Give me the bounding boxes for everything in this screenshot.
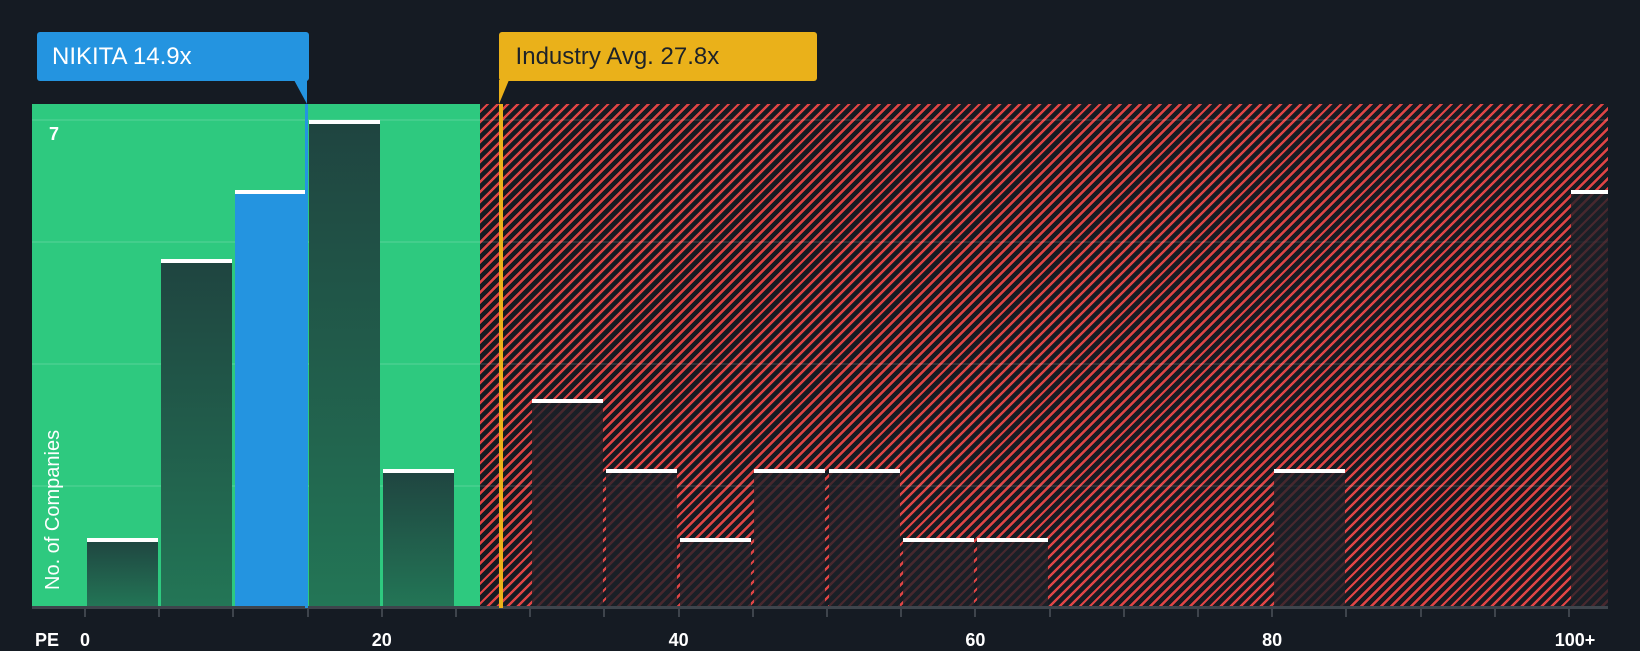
x-tick — [677, 608, 680, 617]
bar-cap — [828, 468, 900, 473]
x-tick-label: 80 — [1262, 630, 1283, 650]
x-tick — [1419, 608, 1422, 617]
histogram-bar — [160, 259, 232, 608]
bar-cap — [531, 398, 603, 403]
x-tick — [84, 608, 86, 617]
histogram-bar — [1273, 468, 1345, 608]
industry-avg-label: Industry Avg. 27.8x — [515, 43, 720, 70]
bar-cap — [309, 120, 381, 124]
subject-callout: NIKITA 14.9x — [37, 32, 310, 81]
histogram-bar — [383, 468, 455, 608]
x-tick — [900, 608, 903, 617]
bar-cap — [1273, 468, 1345, 473]
histogram-bar — [754, 468, 826, 608]
industry-avg-marker-line — [498, 104, 503, 608]
bar-cap — [86, 538, 158, 543]
subject-bin-bar — [234, 189, 307, 608]
bar-cap — [1570, 189, 1608, 194]
x-tick — [158, 608, 161, 617]
y-axis-label: No. of Companies — [42, 429, 64, 590]
histogram-bar — [531, 398, 603, 608]
x-tick — [529, 608, 532, 617]
bar-cap — [976, 538, 1049, 543]
x-tick — [1568, 608, 1570, 617]
histogram-bar — [605, 468, 678, 608]
x-tick — [1493, 608, 1496, 617]
x-tick-label: 60 — [965, 630, 986, 650]
x-tick — [232, 608, 235, 617]
x-axis-label: PE — [35, 630, 60, 650]
x-tick-label: 100+ — [1554, 630, 1596, 650]
x-tick-label: 20 — [371, 630, 392, 650]
bar-cap — [605, 468, 678, 473]
x-tick — [1271, 608, 1274, 617]
histogram-bar — [976, 538, 1049, 608]
x-tick — [455, 608, 457, 617]
x-tick — [380, 608, 383, 617]
x-tick — [751, 608, 754, 617]
histogram-bar — [828, 468, 900, 608]
industry-avg-callout: Industry Avg. 27.8x — [498, 32, 817, 81]
x-tick — [826, 608, 828, 617]
x-tick — [1122, 608, 1125, 617]
gridline — [32, 241, 1608, 243]
x-tick-label: 0 — [79, 630, 91, 650]
x-tick — [603, 608, 606, 617]
bar-cap — [383, 468, 455, 473]
x-tick — [974, 608, 977, 617]
bar-cap — [234, 189, 307, 194]
x-tick — [1197, 608, 1199, 617]
gridline — [32, 363, 1608, 365]
bar-cap — [754, 468, 826, 473]
bar-cap — [680, 538, 752, 543]
x-axis-line — [32, 606, 1608, 609]
histogram-bar — [902, 538, 974, 608]
x-tick — [1345, 608, 1348, 617]
bar-cap — [902, 538, 974, 543]
subject-marker-line — [305, 104, 309, 608]
subject-callout-pointer — [294, 80, 308, 104]
industry-callout-pointer — [498, 80, 509, 104]
above-average-zone — [479, 104, 1608, 608]
histogram-bar — [309, 120, 381, 608]
histogram-bar — [86, 538, 158, 608]
x-tick-label: 40 — [668, 630, 689, 650]
x-tick — [306, 608, 309, 617]
plot-area — [32, 104, 1608, 608]
bar-cap — [160, 259, 232, 264]
x-tick — [1048, 608, 1051, 617]
gridline — [32, 119, 1608, 121]
histogram-bar — [680, 538, 752, 608]
histogram-bar — [1570, 189, 1608, 608]
subject-label: NIKITA 14.9x — [52, 43, 192, 70]
y-max-label: 7 — [49, 124, 60, 144]
